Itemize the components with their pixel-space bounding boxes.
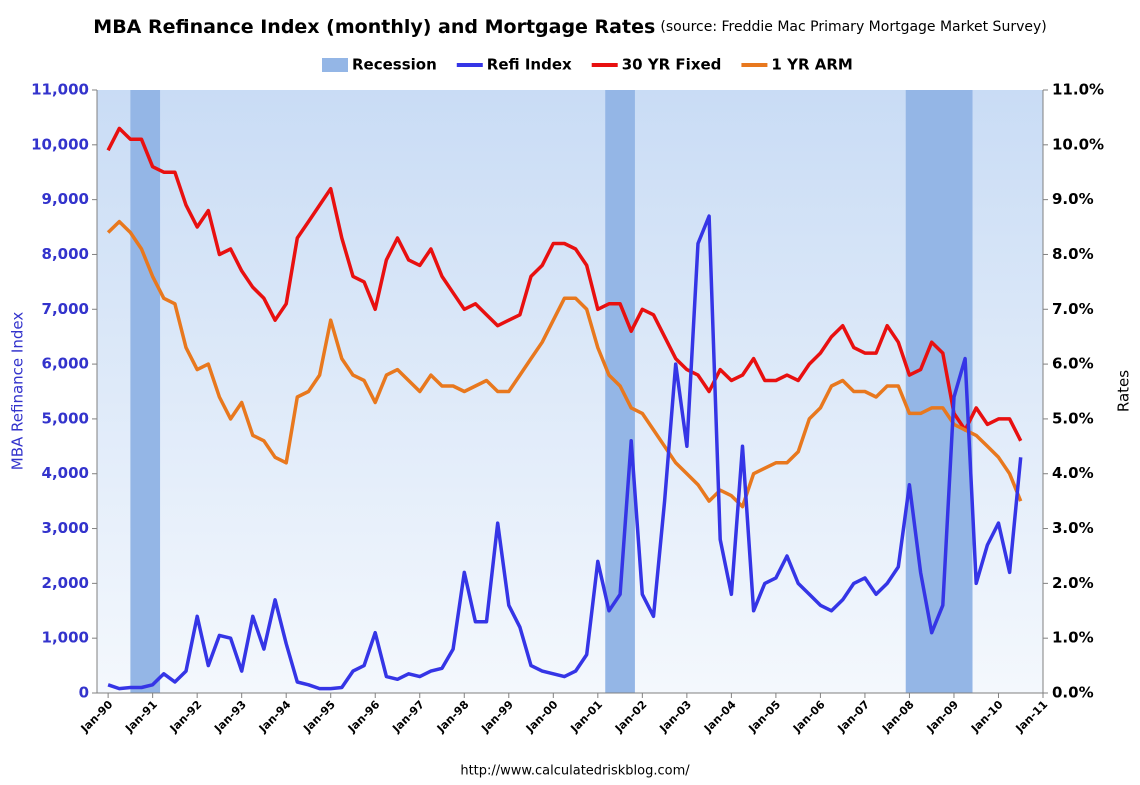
y-tick-label: 4,000 [42, 464, 89, 482]
x-tick-label: Jan-93 [211, 698, 249, 736]
x-tick-label: Jan-02 [612, 698, 650, 736]
y2-axis-label: Rates [1115, 370, 1133, 412]
x-tick-label: Jan-98 [434, 698, 472, 736]
y2-tick-label: 4.0% [1052, 464, 1094, 482]
y-tick-label: 3,000 [42, 519, 89, 537]
x-tick-label: Jan-92 [167, 698, 205, 736]
x-tick-label: Jan-96 [345, 698, 383, 736]
legend-label: 30 YR Fixed [622, 56, 722, 74]
y-tick-label: 1,000 [42, 629, 89, 647]
y-tick-label: 10,000 [31, 135, 89, 153]
y-tick-label: 11,000 [31, 81, 89, 99]
y2-tick-label: 3.0% [1052, 519, 1094, 537]
y2-tick-label: 0.0% [1052, 684, 1094, 702]
series-line [107, 214, 1023, 691]
legend-label: Refi Index [487, 56, 572, 74]
x-tick-label: Jan-00 [523, 698, 561, 736]
x-tick-label: Jan-97 [389, 698, 427, 736]
footer: http://www.calculatedriskblog.com/ [460, 764, 690, 779]
recession-band [130, 90, 161, 693]
x-tick-label: Jan-05 [745, 698, 783, 736]
x-tick-label: Jan-01 [567, 698, 605, 736]
y2-tick-label: 10.0% [1052, 135, 1104, 153]
y-axis-label: MBA Refinance Index [9, 312, 27, 471]
legend-label: 1 YR ARM [771, 56, 852, 74]
recession-band [905, 90, 973, 693]
x-tick-label: Jan-08 [879, 698, 917, 736]
y-tick-label: 9,000 [42, 190, 89, 208]
y2-tick-label: 7.0% [1052, 300, 1094, 318]
x-tick-label: Jan-07 [835, 698, 873, 736]
y2-tick-label: 2.0% [1052, 574, 1094, 592]
y-tick-label: 0 [79, 684, 89, 702]
y2-tick-label: 6.0% [1052, 355, 1094, 373]
x-tick-label: Jan-03 [656, 698, 694, 736]
x-tick-label: Jan-10 [968, 698, 1006, 736]
y2-tick-label: 9.0% [1052, 190, 1094, 208]
y-tick-label: 2,000 [42, 574, 89, 592]
x-tick-label: Jan-06 [790, 698, 828, 736]
recession-band [605, 90, 635, 693]
legend-swatch [322, 58, 348, 72]
y-tick-label: 6,000 [42, 355, 89, 373]
x-tick-label: Jan-95 [300, 698, 338, 736]
legend-label: Recession [352, 56, 437, 74]
x-tick-label: Jan-09 [924, 698, 962, 736]
series-line [106, 126, 1023, 442]
x-tick-label: Jan-04 [701, 698, 739, 736]
y2-tick-label: 5.0% [1052, 409, 1094, 427]
y-tick-label: 5,000 [42, 409, 89, 427]
x-tick-label: Jan-99 [478, 698, 516, 736]
x-tick-label: Jan-90 [78, 698, 116, 736]
series-line [106, 219, 1023, 509]
x-tick-label: Jan-91 [122, 698, 160, 736]
y2-tick-label: 1.0% [1052, 629, 1094, 647]
x-tick-label: Jan-11 [1013, 698, 1051, 736]
y-tick-label: 8,000 [42, 245, 89, 263]
chart-title: MBA Refinance Index (monthly) and Mortga… [93, 16, 1046, 38]
y-tick-label: 7,000 [42, 300, 89, 318]
x-tick-label: Jan-94 [256, 698, 294, 736]
plot-area [97, 90, 1043, 693]
y2-tick-label: 11.0% [1052, 81, 1104, 99]
y2-tick-label: 8.0% [1052, 245, 1094, 263]
